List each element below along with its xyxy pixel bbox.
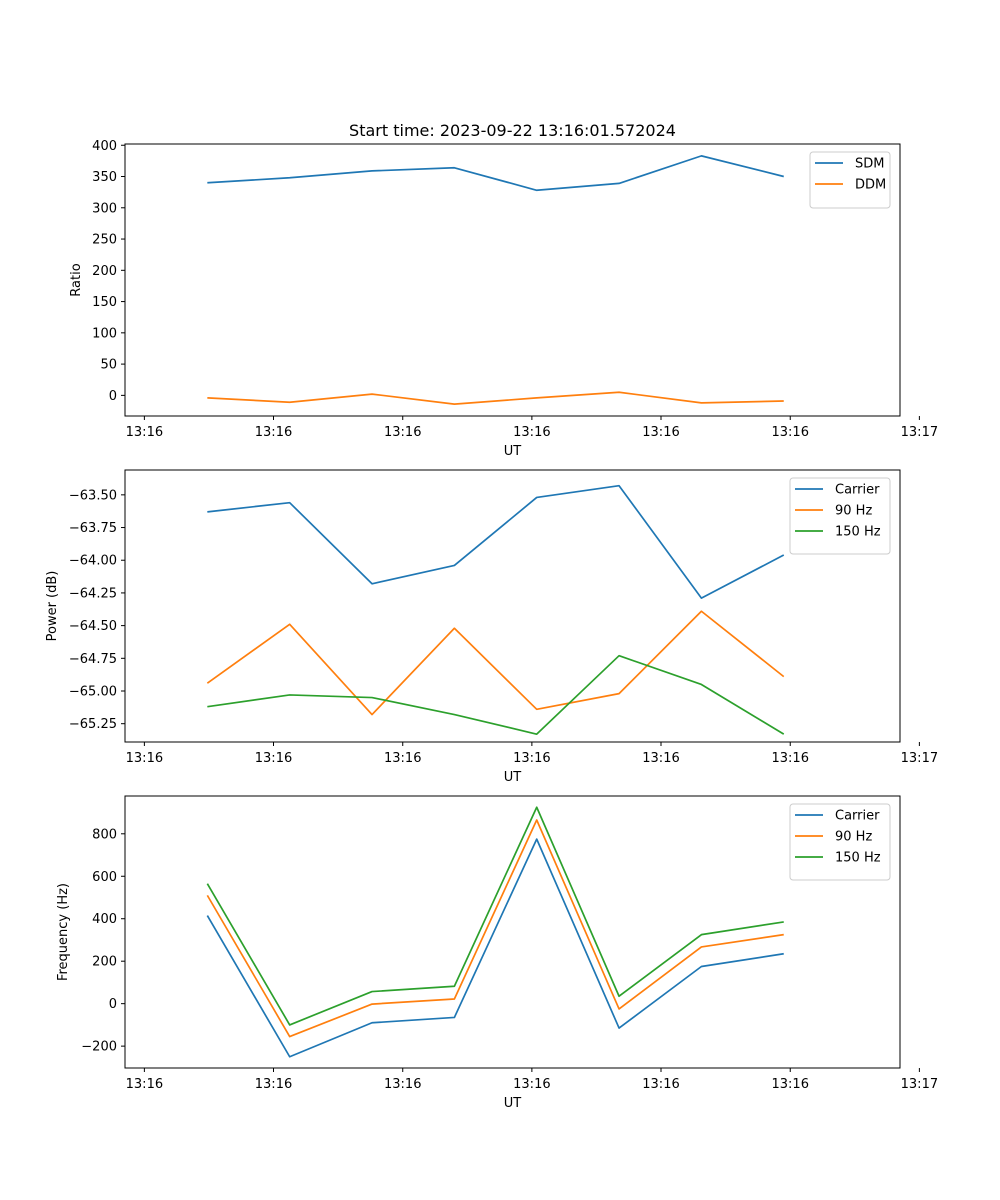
- x-tick-label: 13:16: [513, 1077, 550, 1092]
- series-line-carrier: [207, 484, 785, 600]
- x-tick-label: 13:16: [255, 425, 292, 440]
- axes-frame: [124, 795, 901, 1069]
- x-tick-label: 13:16: [772, 751, 809, 766]
- legend-label: 150 Hz: [835, 525, 881, 540]
- y-tick-label: −64.50: [69, 619, 117, 634]
- x-tick-label: 13:16: [642, 425, 679, 440]
- y-tick-label: −64.25: [69, 586, 117, 601]
- panel-1: 13:16 13:16 13:16 13:16 13:16 13:16 13:17 0 50 10…: [69, 139, 938, 459]
- y-tick-label: −64.75: [69, 652, 117, 667]
- axes-frame: [124, 469, 901, 743]
- y-tick-label: 800: [92, 827, 117, 842]
- y-axis-label: Power (dB): [45, 571, 60, 642]
- legend: SDM DDM: [809, 151, 891, 209]
- y-tick-label: 400: [92, 912, 117, 927]
- x-tick-label: 13:17: [901, 1077, 938, 1092]
- legend-box: [789, 477, 891, 555]
- y-tick-label: 150: [92, 295, 117, 310]
- legend-label: Carrier: [835, 483, 880, 498]
- x-tick-label: 13:16: [384, 1077, 421, 1092]
- y-tick-label: −65.00: [69, 685, 117, 700]
- series-line-carrier: [206, 838, 784, 1058]
- axes-frame: [124, 143, 901, 417]
- x-tick-label: 13:16: [772, 425, 809, 440]
- y-tick-label: 0: [109, 389, 117, 404]
- y-tick-label: 250: [92, 233, 117, 248]
- y-tick-label: 400: [92, 139, 117, 154]
- y-tick-label: 50: [100, 358, 117, 373]
- series-line-150-hz: [206, 806, 784, 1026]
- y-tick-label: −64.00: [69, 554, 117, 569]
- y-tick-label: −63.75: [69, 521, 117, 536]
- x-axis-label: UT: [504, 444, 522, 459]
- y-tick-label: 200: [92, 264, 117, 279]
- legend: Carrier 90 Hz 150 Hz: [789, 803, 891, 881]
- y-tick-label: 600: [92, 870, 117, 885]
- legend-box: [789, 803, 891, 881]
- legend-label: 90 Hz: [835, 830, 872, 845]
- y-tick-label: 300: [92, 201, 117, 216]
- series-line-90-hz: [206, 610, 785, 716]
- x-tick-label: 13:17: [901, 751, 938, 766]
- series-line-ddm: [207, 391, 784, 405]
- x-axis-label: UT: [504, 770, 522, 785]
- legend-label: Carrier: [835, 809, 880, 824]
- x-tick-label: 13:17: [901, 425, 938, 440]
- x-tick-label: 13:16: [384, 751, 421, 766]
- y-tick-label: −200: [81, 1040, 117, 1055]
- x-tick-label: 13:16: [255, 751, 292, 766]
- x-tick-label: 13:16: [384, 425, 421, 440]
- x-tick-label: 13:16: [126, 425, 163, 440]
- x-tick-label: 13:16: [772, 1077, 809, 1092]
- y-axis-label: Ratio: [69, 263, 84, 296]
- legend-box: [809, 151, 891, 209]
- x-tick-label: 13:16: [255, 1077, 292, 1092]
- legend-label: 150 Hz: [835, 851, 881, 866]
- series-line-90-hz: [206, 819, 784, 1038]
- x-tick-label: 13:16: [513, 751, 550, 766]
- legend: Carrier 90 Hz 150 Hz: [789, 477, 891, 555]
- x-tick-label: 13:16: [642, 751, 679, 766]
- y-tick-label: 200: [92, 955, 117, 970]
- x-axis-label: UT: [504, 1096, 522, 1111]
- x-tick-label: 13:16: [642, 1077, 679, 1092]
- series-line-sdm: [207, 155, 784, 192]
- panel-2: 13:16 13:16 13:16 13:16 13:16 13:16 13:17 −63.5…: [45, 469, 938, 785]
- legend-label: SDM: [855, 157, 884, 172]
- series-line-150-hz: [207, 654, 785, 736]
- panel-3: 13:16 13:16 13:16 13:16 13:16 13:16 13:17 −200 0…: [56, 795, 938, 1111]
- y-tick-label: 0: [109, 997, 117, 1012]
- legend-label: 90 Hz: [835, 504, 872, 519]
- x-tick-label: 13:16: [513, 425, 550, 440]
- x-tick-label: 13:16: [126, 751, 163, 766]
- x-tick-label: 13:16: [126, 1077, 163, 1092]
- y-tick-label: −63.50: [69, 488, 117, 503]
- legend-label: DDM: [855, 178, 886, 193]
- chart-title: Start time: 2023-09-22 13:16:01.572024: [349, 121, 676, 140]
- y-tick-label: 350: [92, 170, 117, 185]
- y-axis-label: Frequency (Hz): [56, 883, 71, 981]
- y-tick-label: 100: [92, 326, 117, 341]
- y-tick-label: −65.25: [69, 717, 117, 732]
